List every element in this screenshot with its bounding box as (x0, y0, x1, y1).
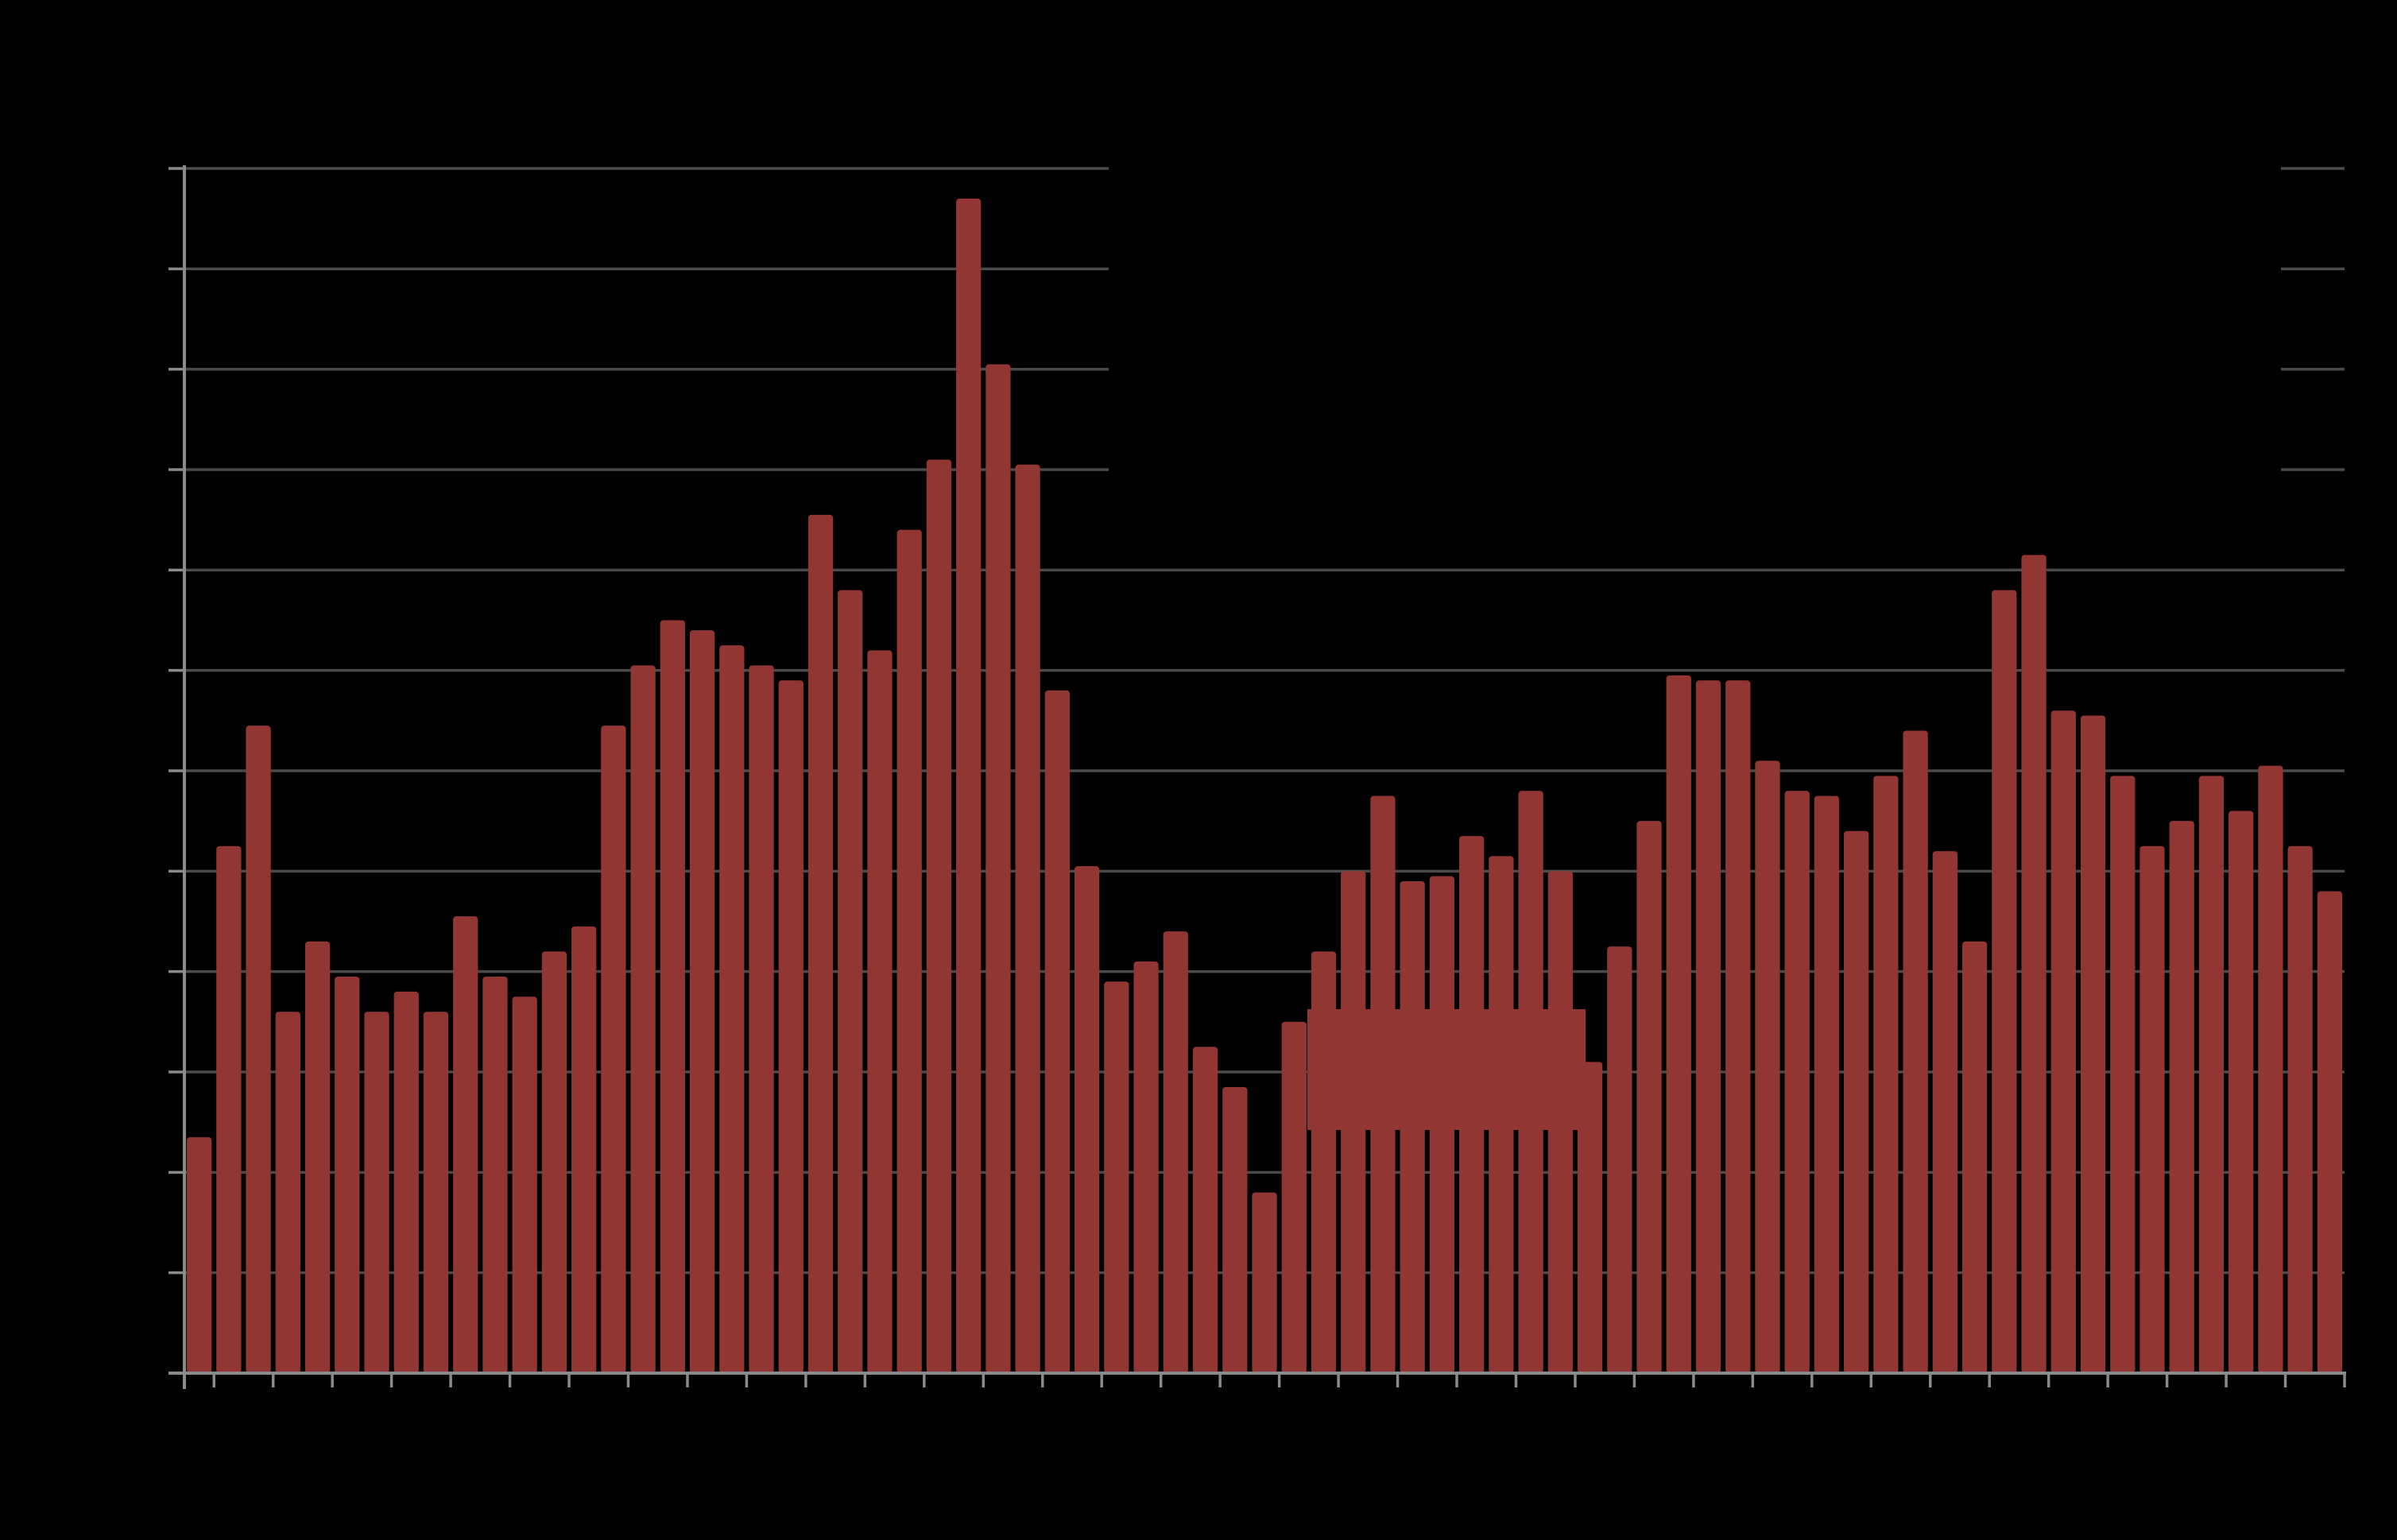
bar (1961, 941, 1988, 1373)
bar (2317, 891, 2343, 1373)
axes (168, 165, 2346, 1389)
bar (216, 845, 242, 1373)
bar (423, 1012, 449, 1373)
annotation-box (1307, 1009, 1586, 1130)
bar (1903, 730, 1928, 1373)
bar (482, 976, 508, 1373)
bar (601, 726, 626, 1373)
bar (1222, 1086, 1248, 1373)
bar (1636, 821, 1662, 1373)
bar (956, 198, 982, 1373)
bar (1281, 1021, 1307, 1373)
bar (689, 630, 715, 1373)
bar (867, 650, 893, 1373)
bar (2139, 845, 2165, 1373)
bar (335, 976, 360, 1373)
bar (1252, 1192, 1277, 1373)
bar (749, 665, 774, 1373)
bar (807, 514, 834, 1373)
bar (2080, 715, 2106, 1373)
bar (660, 620, 685, 1373)
bar (1163, 931, 1188, 1373)
bar (2198, 776, 2225, 1373)
bar (2050, 710, 2076, 1373)
bar (1074, 866, 1100, 1373)
annotations (1307, 1009, 1586, 1130)
bar (512, 996, 537, 1373)
bar (896, 529, 922, 1373)
bar (986, 364, 1011, 1374)
bar (186, 1137, 212, 1373)
bar (2021, 555, 2047, 1373)
bar (364, 1012, 389, 1373)
bar (838, 590, 863, 1373)
bar (393, 991, 419, 1373)
bar (719, 645, 745, 1373)
bar (1695, 680, 1721, 1373)
bar (630, 665, 656, 1373)
bar (2169, 821, 2194, 1373)
bar (1992, 590, 2017, 1373)
bar (1755, 760, 1780, 1373)
bar (246, 726, 271, 1373)
bar (1814, 795, 1840, 1373)
bar (1577, 1062, 1603, 1373)
bar (304, 941, 331, 1373)
bar (1607, 946, 1632, 1373)
bar (1873, 776, 1899, 1373)
bar (2258, 765, 2283, 1373)
bar (1133, 962, 1159, 1373)
bar (1192, 1047, 1218, 1373)
bar (1666, 675, 1691, 1373)
bar (1104, 981, 1129, 1373)
bar (541, 951, 567, 1373)
bar (1844, 830, 1869, 1373)
bars (186, 198, 2343, 1374)
bar (1784, 791, 1810, 1373)
bar (778, 680, 804, 1373)
bar (2110, 776, 2136, 1373)
bar (1725, 680, 1751, 1373)
bar (926, 459, 952, 1373)
bar (1932, 851, 1957, 1373)
bar (2229, 811, 2254, 1373)
bar (453, 916, 478, 1373)
bar (2287, 845, 2313, 1373)
bar (571, 926, 597, 1373)
bar (1015, 464, 1040, 1374)
bar (275, 1012, 300, 1373)
bar (1044, 690, 1071, 1373)
